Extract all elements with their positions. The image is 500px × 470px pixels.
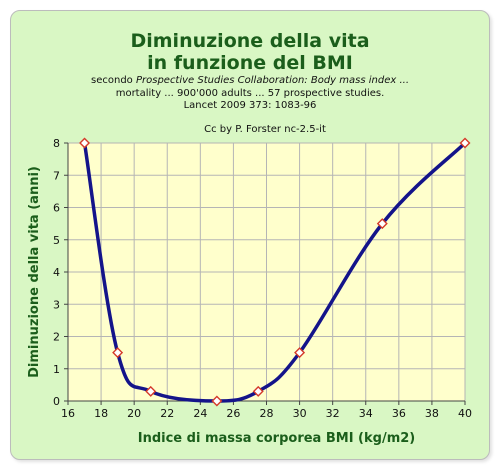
data-point-4 — [252, 385, 264, 397]
chart-subtitle-line-3: Lancet 2009 373: 1083-96 — [183, 100, 317, 111]
x-tick-label-12: 40 — [458, 407, 472, 420]
x-tick-label-0: 16 — [61, 407, 75, 420]
x-tick-label-2: 20 — [127, 407, 141, 420]
subtitle-prefix: secondo — [91, 75, 136, 86]
x-axis-label: Indice di massa corporea BMI (kg/m2) — [138, 431, 415, 446]
x-tick-label-10: 36 — [392, 407, 406, 420]
chart-subtitle-line-1: secondo Prospective Studies Collaboratio… — [0, 75, 500, 87]
chart-credit: Cc by P. Forster nc-2.5-it — [204, 124, 326, 135]
y-tick-label-0: 0 — [53, 395, 60, 408]
data-point-2 — [145, 385, 157, 397]
axes — [64, 142, 466, 405]
y-tick-label-5: 5 — [53, 234, 60, 247]
x-tick-label-4: 24 — [193, 407, 207, 420]
y-tick-label-2: 2 — [53, 331, 60, 344]
x-tick-label-5: 26 — [226, 407, 240, 420]
data-point-3 — [211, 395, 223, 407]
y-tick-label-7: 7 — [53, 169, 60, 182]
data-point-5 — [294, 347, 306, 359]
data-markers — [79, 137, 471, 407]
x-tick-label-9: 34 — [359, 407, 373, 420]
y-tick-label-4: 4 — [53, 266, 60, 279]
chart-title-line-1: Diminuzione della vita — [130, 30, 370, 52]
y-axis-label: Diminuzione della vita (anni) — [27, 166, 42, 378]
y-tick-label-1: 1 — [53, 363, 60, 376]
x-tick-label-7: 30 — [293, 407, 307, 420]
data-point-0 — [79, 137, 91, 149]
y-tick-label-8: 8 — [53, 137, 60, 150]
chart-subtitle-line-2: mortality ... 900'000 adults ... 57 pros… — [115, 88, 385, 99]
data-point-7 — [459, 137, 471, 149]
data-point-1 — [112, 347, 124, 359]
chart-title-line-2: in funzione del BMI — [147, 52, 353, 74]
subtitle-italic-1: Prospective Studies Collaboration: Body … — [135, 75, 409, 86]
y-tick-label-3: 3 — [53, 298, 60, 311]
series-line — [82, 141, 467, 403]
x-tick-label-8: 32 — [326, 407, 340, 420]
x-tick-label-6: 28 — [260, 407, 274, 420]
y-tick-label-6: 6 — [53, 202, 60, 215]
x-tick-label-11: 38 — [425, 407, 439, 420]
x-tick-label-1: 18 — [94, 407, 108, 420]
grid-lines — [68, 142, 466, 401]
data-point-6 — [376, 218, 388, 230]
x-tick-label-3: 22 — [160, 407, 174, 420]
